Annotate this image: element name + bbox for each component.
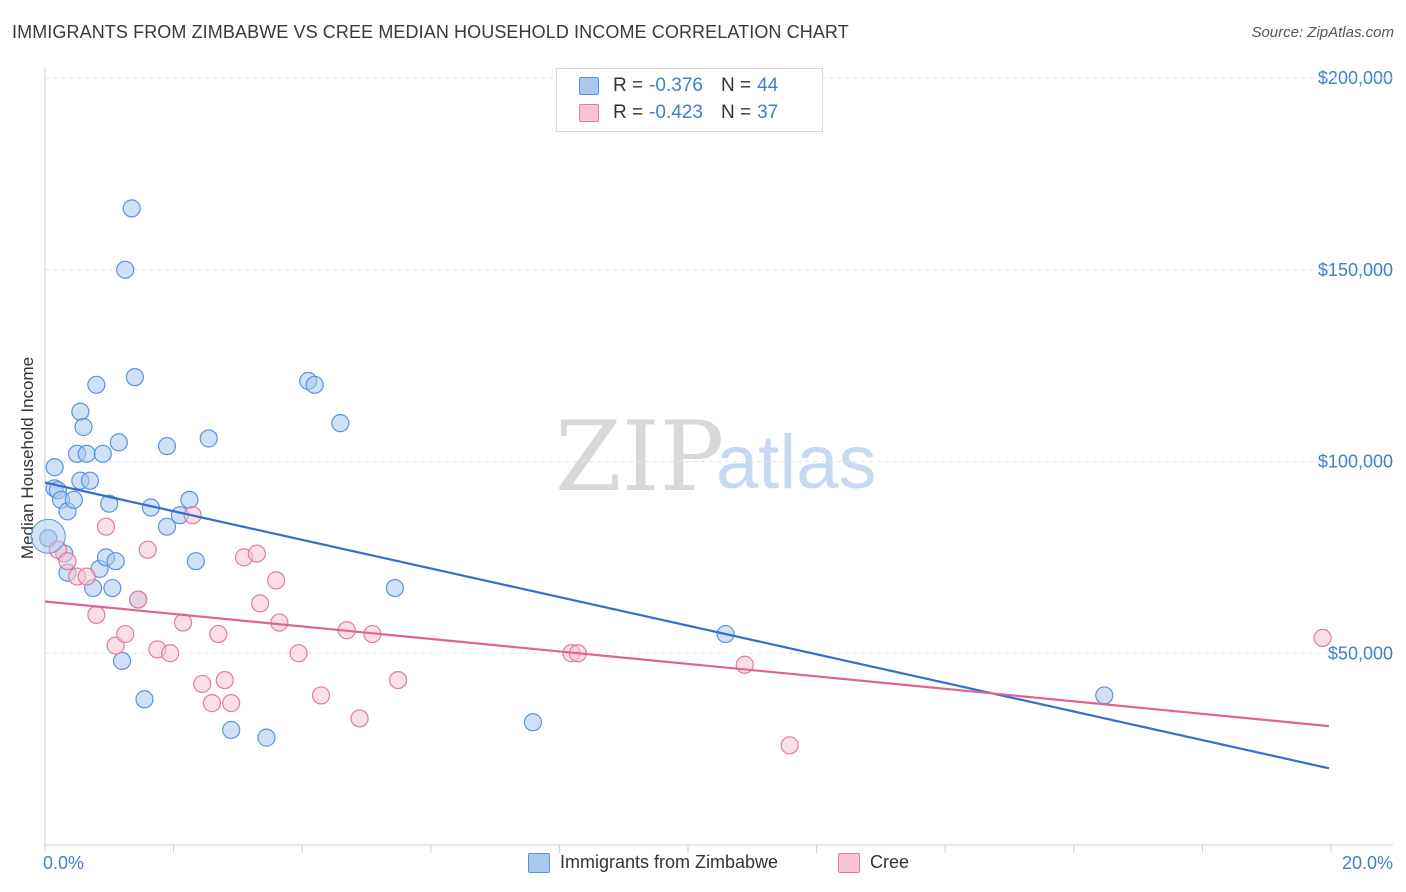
cree-point	[161, 644, 180, 663]
zimbabwe-point	[103, 578, 122, 598]
zimbabwe-point	[385, 578, 404, 598]
cree-point	[58, 552, 77, 571]
cree-point	[250, 594, 270, 613]
y-tick-label: $50,000	[1328, 643, 1393, 663]
cree-trend-line	[44, 600, 1330, 728]
cree-point	[202, 694, 222, 713]
y-tick-label: $150,000	[1318, 260, 1393, 280]
legend-row-cree: R = -0.423 N = 37	[579, 100, 778, 126]
zimbabwe-point	[122, 199, 141, 218]
legend-r-label: R =	[613, 75, 644, 96]
zimbabwe-point	[93, 444, 112, 463]
series-label-zimbabwe: Immigrants from Zimbabwe	[560, 852, 779, 872]
zimbabwe-point	[157, 437, 177, 456]
zimbabwe-point	[222, 720, 241, 740]
cree-point	[1313, 628, 1332, 648]
cree-point	[247, 544, 266, 563]
cree-point	[780, 736, 799, 755]
zimbabwe-point	[109, 433, 128, 452]
cree-point	[267, 571, 286, 590]
legend-n-label: N =	[720, 75, 752, 96]
cree-point	[173, 613, 193, 632]
cree-point	[289, 644, 308, 663]
y-tick-label: $200,000	[1318, 68, 1393, 88]
cree-point	[138, 540, 157, 559]
cree-point	[116, 624, 135, 644]
series-swatch-zimbabwe	[528, 852, 550, 873]
zimbabwe-trend-line	[44, 481, 1330, 770]
zimbabwe-point	[180, 490, 199, 509]
zimbabwe-point	[257, 728, 276, 747]
zimbabwe-point	[116, 260, 135, 279]
stats-legend: R = -0.376 N = 44 R = -0.423 N = 37	[556, 68, 823, 132]
zimbabwe-point	[87, 375, 106, 394]
series-legend-zimbabwe[interactable]: Immigrants from Zimbabwe	[528, 852, 778, 873]
watermark-zip: ZIP	[555, 401, 724, 513]
cree-point	[222, 694, 241, 713]
zimbabwe-cluster-point	[30, 518, 66, 554]
zimbabwe-point	[64, 490, 83, 509]
series-swatch-cree	[838, 852, 860, 873]
series-legend-cree[interactable]: Cree	[838, 852, 909, 873]
legend-n-label: N =	[720, 102, 752, 123]
chart-title: IMMIGRANTS FROM ZIMBABWE VS CREE MEDIAN …	[12, 22, 849, 42]
zimbabwe-point	[523, 713, 543, 732]
cree-point	[209, 624, 228, 644]
cree-point	[215, 670, 234, 690]
legend-n-value: 44	[757, 75, 779, 96]
zimbabwe-point	[1095, 686, 1114, 705]
x-tick-label: 20.0%	[1342, 853, 1393, 873]
zimbabwe-point	[80, 471, 100, 490]
cree-point	[193, 674, 212, 694]
y-tick-label: $100,000	[1318, 452, 1393, 472]
source-label: Source: ZipAtlas.com	[1251, 24, 1394, 41]
x-tick-label: 0.0%	[43, 853, 84, 873]
zimbabwe-point	[45, 458, 64, 477]
zimbabwe-point	[112, 651, 132, 671]
zimbabwe-point	[125, 368, 144, 387]
zimbabwe-point	[305, 375, 324, 394]
series-label-cree: Cree	[870, 852, 910, 872]
legend-swatch-zimbabwe	[579, 77, 599, 95]
zimbabwe-point	[186, 552, 205, 571]
cree-point	[96, 517, 116, 536]
zimbabwe-point	[77, 444, 96, 463]
zimbabwe-point	[74, 417, 93, 437]
legend-r-value: -0.423	[649, 102, 703, 123]
cree-point	[350, 709, 369, 728]
zimbabwe-point	[157, 517, 177, 536]
cree-point	[128, 590, 148, 609]
zimbabwe-point	[199, 429, 218, 448]
zimbabwe-point	[100, 494, 119, 513]
legend-row-zimbabwe: R = -0.376 N = 44	[579, 73, 778, 99]
zimbabwe-point	[71, 402, 90, 421]
zimbabwe-point	[135, 690, 154, 709]
legend-n-value: 37	[757, 102, 779, 123]
zimbabwe-point	[106, 552, 125, 571]
legend-r-value: -0.376	[649, 75, 703, 96]
cree-point	[389, 670, 408, 690]
legend-swatch-cree	[579, 104, 599, 122]
series-legend: Immigrants from Zimbabwe Cree	[0, 852, 1406, 878]
legend-r-label: R =	[613, 102, 644, 123]
cree-point	[311, 686, 331, 705]
cree-point	[87, 605, 106, 625]
watermark-atlas: atlas	[716, 420, 877, 505]
cree-point	[77, 567, 96, 586]
zimbabwe-point	[331, 414, 350, 433]
